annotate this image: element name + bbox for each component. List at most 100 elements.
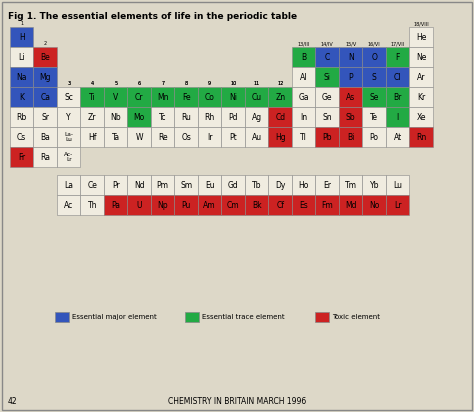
- Text: Hg: Hg: [275, 133, 285, 141]
- Bar: [10, 87, 34, 107]
- Text: N: N: [348, 52, 354, 61]
- Bar: [292, 127, 316, 147]
- Bar: [316, 107, 339, 127]
- Bar: [104, 127, 128, 147]
- Text: 9: 9: [208, 81, 211, 86]
- Text: Cf: Cf: [276, 201, 284, 209]
- Text: Rh: Rh: [205, 112, 215, 122]
- Text: Xe: Xe: [417, 112, 426, 122]
- Text: Hf: Hf: [88, 133, 97, 141]
- Text: 13/III: 13/III: [298, 41, 310, 46]
- Bar: [128, 195, 151, 215]
- Text: 4: 4: [91, 81, 94, 86]
- Bar: [57, 127, 81, 147]
- Text: Eu: Eu: [205, 180, 215, 190]
- Bar: [292, 47, 316, 67]
- Bar: [55, 312, 69, 322]
- Text: Toxic element: Toxic element: [332, 314, 380, 320]
- Text: Ta: Ta: [112, 133, 120, 141]
- Bar: [316, 67, 339, 87]
- Text: Kr: Kr: [417, 93, 425, 101]
- Bar: [174, 175, 198, 195]
- Bar: [410, 27, 433, 47]
- Text: Pb: Pb: [322, 133, 332, 141]
- Text: I: I: [397, 112, 399, 122]
- Bar: [185, 312, 199, 322]
- Bar: [316, 175, 339, 195]
- Text: Sr: Sr: [41, 112, 49, 122]
- Text: Tl: Tl: [301, 133, 307, 141]
- Text: Es: Es: [300, 201, 308, 209]
- Text: Ge: Ge: [322, 93, 332, 101]
- Text: 1: 1: [20, 21, 23, 26]
- Text: Ga: Ga: [299, 93, 309, 101]
- Bar: [151, 107, 174, 127]
- Text: C: C: [325, 52, 330, 61]
- Bar: [128, 107, 151, 127]
- Bar: [292, 87, 316, 107]
- Text: Pt: Pt: [229, 133, 237, 141]
- Text: Zn: Zn: [275, 93, 285, 101]
- Text: Rb: Rb: [17, 112, 27, 122]
- Text: 4: 4: [91, 81, 94, 86]
- Bar: [339, 127, 363, 147]
- Bar: [174, 195, 198, 215]
- Text: Np: Np: [157, 201, 168, 209]
- Text: Ar: Ar: [417, 73, 426, 82]
- Bar: [245, 175, 268, 195]
- Text: Lu: Lu: [393, 180, 402, 190]
- Text: Po: Po: [370, 133, 379, 141]
- Bar: [316, 195, 339, 215]
- Bar: [221, 175, 245, 195]
- Bar: [292, 175, 316, 195]
- Text: 16/VI: 16/VI: [368, 41, 381, 46]
- Bar: [10, 47, 34, 67]
- Bar: [245, 127, 268, 147]
- Bar: [174, 87, 198, 107]
- Text: S: S: [372, 73, 377, 82]
- Bar: [151, 195, 174, 215]
- Text: O: O: [371, 52, 377, 61]
- Bar: [10, 27, 34, 47]
- Bar: [316, 127, 339, 147]
- Bar: [221, 195, 245, 215]
- Text: Cs: Cs: [17, 133, 27, 141]
- Text: At: At: [393, 133, 402, 141]
- Bar: [198, 195, 221, 215]
- Text: Cm: Cm: [227, 201, 239, 209]
- Text: Ru: Ru: [182, 112, 191, 122]
- Bar: [245, 195, 268, 215]
- Text: 14/IV: 14/IV: [321, 41, 334, 46]
- Bar: [292, 67, 316, 87]
- Text: Er: Er: [323, 180, 331, 190]
- Text: Si: Si: [324, 73, 331, 82]
- Text: Be: Be: [40, 52, 50, 61]
- Text: Al: Al: [300, 73, 308, 82]
- Bar: [410, 47, 433, 67]
- Bar: [34, 87, 57, 107]
- Text: Ag: Ag: [252, 112, 262, 122]
- Bar: [10, 127, 34, 147]
- Bar: [363, 175, 386, 195]
- Text: Bi: Bi: [347, 133, 355, 141]
- Bar: [339, 195, 363, 215]
- Bar: [221, 87, 245, 107]
- Text: Se: Se: [370, 93, 379, 101]
- Bar: [81, 175, 104, 195]
- Bar: [245, 107, 268, 127]
- Text: 42: 42: [8, 397, 18, 406]
- Bar: [268, 175, 292, 195]
- Text: W: W: [136, 133, 143, 141]
- Text: 18/VIII: 18/VIII: [413, 21, 429, 26]
- Text: La-
Lu: La- Lu: [64, 131, 73, 143]
- Text: P: P: [348, 73, 353, 82]
- Text: 3: 3: [67, 81, 70, 86]
- Text: Rn: Rn: [416, 133, 427, 141]
- Bar: [221, 107, 245, 127]
- Text: Lr: Lr: [394, 201, 401, 209]
- Bar: [339, 87, 363, 107]
- Bar: [104, 175, 128, 195]
- Text: Fm: Fm: [321, 201, 333, 209]
- Bar: [386, 67, 410, 87]
- Bar: [151, 87, 174, 107]
